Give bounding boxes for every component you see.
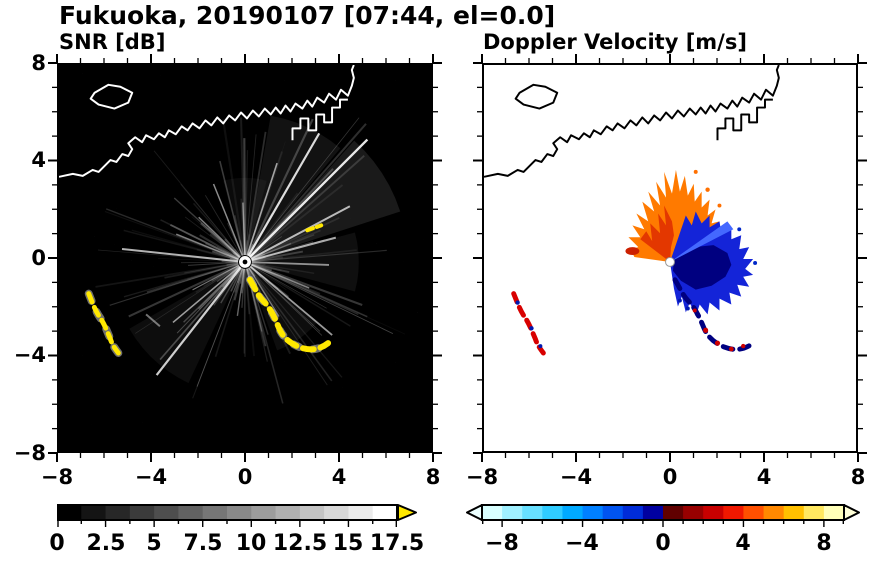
snr-plot xyxy=(48,54,442,462)
red-speck xyxy=(714,340,721,346)
x-tick-label: 0 xyxy=(237,465,253,489)
snr-panel-title: SNR [dB] xyxy=(59,30,166,54)
snr-echo-cluster xyxy=(86,291,121,356)
radar-center-dot xyxy=(665,257,675,267)
colorbar-tick-label: 5 xyxy=(146,531,162,556)
strong-negative-velocity xyxy=(672,245,732,290)
blue-speck xyxy=(529,326,534,331)
red-echo-blob xyxy=(625,247,640,256)
blue-speck xyxy=(685,306,690,311)
colorbar-tick-label: −4 xyxy=(565,531,599,556)
red-speck xyxy=(741,343,746,349)
colorbar-tick-label: 7.5 xyxy=(183,531,223,556)
radar-interference-spokes xyxy=(95,115,406,404)
y-tick-label: −4 xyxy=(13,343,46,367)
faint-echo xyxy=(145,313,161,328)
blue-speck xyxy=(737,227,742,232)
orange-speck xyxy=(693,169,698,174)
colorbar-tick-label: 0 xyxy=(49,531,65,556)
blue-speck xyxy=(677,298,682,303)
blue-speck xyxy=(515,300,520,305)
colorbar-tick-label: 8 xyxy=(816,531,832,556)
y-tick-label: −8 xyxy=(13,441,46,465)
figure-title: Fukuoka, 20190107 [07:44, el=0.0] xyxy=(59,1,556,30)
snr-plot-canvas xyxy=(59,65,431,451)
x-tick-label: −4 xyxy=(559,465,593,489)
snr-echo-arc xyxy=(246,276,332,353)
velocity-plot xyxy=(473,54,867,462)
y-tick-label: 0 xyxy=(31,246,46,270)
red-speck xyxy=(703,327,709,333)
coastline-path xyxy=(484,65,780,178)
blue-speck xyxy=(538,344,543,349)
colorbar-tick-label: 17.5 xyxy=(369,531,425,556)
colorbar-tick-label: 15 xyxy=(332,531,364,556)
y-tick-label: 8 xyxy=(31,51,46,75)
y-tick-label: 4 xyxy=(31,148,46,172)
radar-center-core xyxy=(242,259,248,265)
x-tick-label: −8 xyxy=(40,465,74,489)
snr-echo-speck xyxy=(305,223,324,233)
velocity-panel-title: Doppler Velocity [m/s] xyxy=(483,30,747,54)
blue-speck xyxy=(753,260,758,265)
colorbar-tick-label: 4 xyxy=(735,531,751,556)
orange-speck xyxy=(717,203,722,208)
x-tick-label: 8 xyxy=(850,465,866,489)
colorbar-tick-label: 10 xyxy=(235,531,267,556)
colorbar-tick-label: 0 xyxy=(655,531,671,556)
red-speck xyxy=(692,308,697,313)
colorbar-tick-label: −8 xyxy=(485,531,519,556)
red-speck xyxy=(728,346,734,352)
x-tick-label: 0 xyxy=(662,465,678,489)
x-tick-label: 4 xyxy=(331,465,347,489)
orange-speck xyxy=(705,187,710,192)
coastline-path xyxy=(59,65,355,178)
x-tick-label: 4 xyxy=(756,465,772,489)
x-tick-label: 8 xyxy=(425,465,441,489)
velocity-plot-canvas xyxy=(484,65,856,451)
x-tick-label: −8 xyxy=(465,465,499,489)
colorbar-tick-label: 2.5 xyxy=(86,531,126,556)
x-tick-label: −4 xyxy=(134,465,168,489)
blue-spike xyxy=(670,221,734,262)
strong-positive-velocity xyxy=(640,205,674,262)
velocity-colorbar xyxy=(466,504,860,527)
colorbar-tick-label: 12.5 xyxy=(272,531,328,556)
snr-colorbar xyxy=(57,504,417,527)
